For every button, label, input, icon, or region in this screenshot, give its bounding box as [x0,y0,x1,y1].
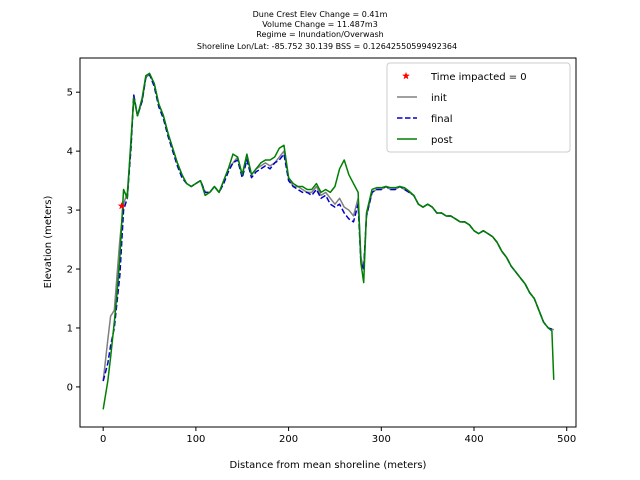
legend-items: Time impacted = 0 init final post [397,71,527,146]
x-tick-label: 0 [100,434,106,445]
y-tick-label: 4 [67,147,73,158]
x-tick-label: 500 [557,434,576,445]
y-tick-label: 5 [67,88,73,99]
y-tick-label: 1 [67,323,73,334]
legend-label-0: Time impacted = 0 [430,72,527,83]
time-impacted-marker [117,201,126,210]
legend-label-2: final [431,114,453,125]
series-post-line [102,72,555,410]
y-tick-label: 0 [67,382,73,393]
legend: Time impacted = 0 init final post [386,62,571,153]
x-tick-label: 400 [464,434,483,445]
y-tick-label: 3 [67,206,73,217]
x-tick-label: 100 [186,434,205,445]
x-axis-label: Distance from mean shoreline (meters) [230,460,427,471]
title-line-3: Regime = Inundation/Overwash [256,30,383,39]
y-tick-label: 2 [67,265,73,276]
x-tick-label: 200 [279,434,298,445]
x-axis-ticks: 0 100 200 300 400 500 [100,427,576,445]
plot-frame [79,57,577,428]
legend-marker-0 [401,71,411,80]
title-line-2: Volume Change = 11.487m3 [262,20,378,29]
legend-label-1: init [431,93,447,104]
marker-layer [117,201,126,210]
series-layer [102,72,555,410]
legend-box [386,62,571,153]
legend-label-3: post [431,135,453,146]
title-line-1: Dune Crest Elev Change = 0.41m [253,10,388,19]
title-line-4: Shoreline Lon/Lat: -85.752 30.139 BSS = … [197,42,457,51]
x-tick-label: 300 [372,434,391,445]
y-axis-ticks: 0 1 2 3 4 5 [67,88,80,393]
y-axis-label: Elevation (meters) [43,196,54,289]
chart-title: Dune Crest Elev Change = 0.41m Volume Ch… [197,10,457,51]
